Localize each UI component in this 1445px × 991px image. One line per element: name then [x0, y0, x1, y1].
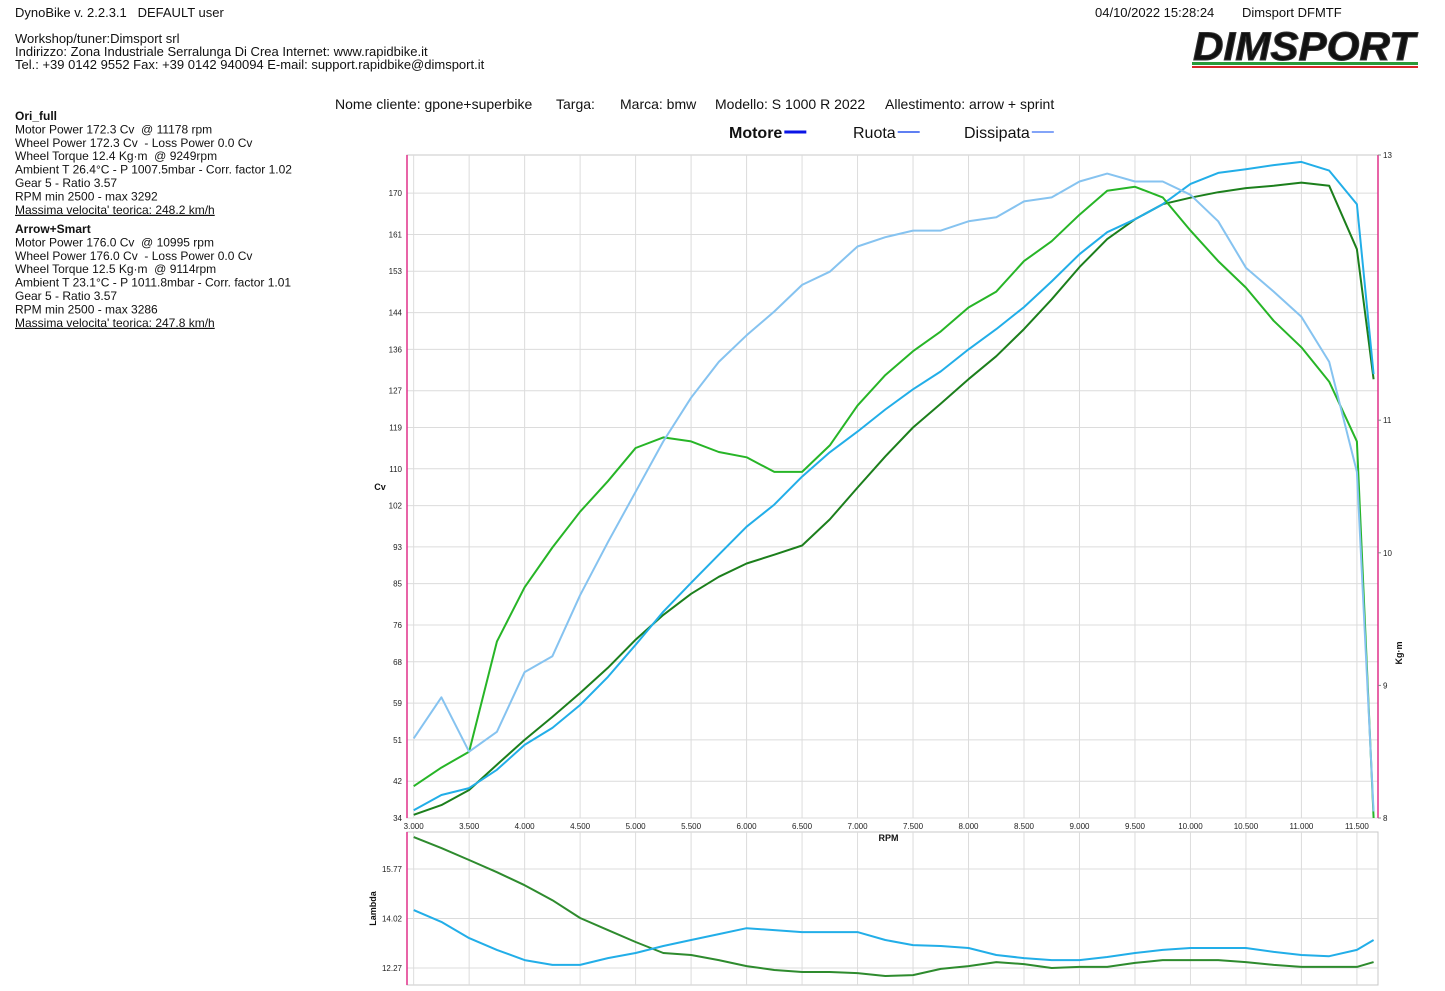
series-line — [413, 185, 1375, 819]
legend-label: Dissipata — [964, 125, 1030, 142]
run-title: Ori_full — [15, 109, 57, 123]
run-line: Wheel Power 176.0 Cv - Loss Power 0.0 Cv — [15, 249, 252, 263]
x-tick-label: 8.000 — [958, 822, 979, 831]
logo-stripe — [1192, 62, 1418, 65]
y-tick-label: 170 — [389, 189, 403, 198]
y-tick-label: 136 — [389, 345, 403, 354]
workshop-line: Indirizzo: Zona Industriale Serralunga D… — [15, 44, 428, 59]
logo-text: DIMSPORT — [1193, 25, 1419, 69]
run-line: Massima velocita' teorica: 247.8 km/h — [15, 316, 215, 330]
run-line: RPM min 2500 - max 3286 — [15, 302, 158, 316]
run-line: Wheel Power 172.3 Cv - Loss Power 0.0 Cv — [15, 136, 252, 150]
y-axis-label: Cv — [374, 482, 386, 492]
run-line: Massima velocita' teorica: 248.2 km/h — [15, 203, 215, 217]
series-line — [413, 181, 1375, 816]
y-tick-label: 42 — [393, 777, 402, 786]
run-line: RPM min 2500 - max 3292 — [15, 189, 158, 203]
customer-field: Allestimento: arrow + sprint — [885, 96, 1054, 112]
y-tick-label: 59 — [393, 699, 402, 708]
x-tick-label: 3.000 — [404, 822, 425, 831]
legend-label: Motore — [729, 125, 782, 142]
y-tick-label: 127 — [389, 387, 403, 396]
run-title: Arrow+Smart — [15, 222, 91, 236]
y-tick-label: 51 — [393, 736, 402, 745]
y2-tick-label: 9 — [1383, 681, 1388, 690]
y-tick-label: 68 — [393, 658, 402, 667]
series-line — [413, 160, 1375, 812]
customer-field: Nome cliente: gpone+superbike — [335, 96, 533, 112]
x-tick-label: 10.500 — [1234, 822, 1259, 831]
y-tick-label: 34 — [393, 814, 402, 823]
logo-stripe — [1192, 66, 1418, 68]
x-tick-label: 7.000 — [848, 822, 869, 831]
run-line: Motor Power 176.0 Cv @ 10995 rpm — [15, 235, 214, 249]
workshop-line: Tel.: +39 0142 9552 Fax: +39 0142 940094… — [15, 57, 485, 72]
series-line — [413, 836, 1374, 977]
x-axis-label: RPM — [879, 833, 899, 843]
y-tick-label: 14.02 — [382, 915, 403, 924]
x-tick-label: 3.500 — [459, 822, 480, 831]
y-tick-label: 15.77 — [382, 865, 403, 874]
y2-tick-label: 13 — [1383, 151, 1392, 160]
x-tick-label: 11.500 — [1345, 822, 1369, 831]
y2-axis-label: Kg·m — [1394, 642, 1404, 665]
legend-label: Ruota — [853, 125, 896, 142]
y-tick-label: 102 — [389, 502, 403, 511]
series-line — [413, 909, 1375, 966]
logo: DIMSPORT — [1192, 25, 1419, 70]
x-tick-label: 10.000 — [1178, 822, 1203, 831]
run-line: Ambient T 23.1°C - P 1011.8mbar - Corr. … — [15, 276, 291, 290]
x-tick-label: 5.500 — [681, 822, 702, 831]
y-axis-label: Lambda — [368, 890, 378, 926]
y-tick-label: 76 — [393, 621, 402, 630]
y-tick-label: 110 — [389, 465, 402, 474]
y2-tick-label: 10 — [1383, 549, 1392, 558]
run-line: Wheel Torque 12.5 Kg·m @ 9114rpm — [15, 262, 216, 276]
y-tick-label: 119 — [389, 423, 402, 432]
y-tick-label: 161 — [389, 230, 403, 239]
plot-frame — [406, 154, 1379, 819]
run-line: Motor Power 172.3 Cv @ 11178 rpm — [15, 122, 212, 136]
y-tick-label: 153 — [389, 267, 403, 276]
app-title: DynoBike v. 2.2.3.1 DEFAULT user — [15, 5, 224, 20]
x-tick-label: 11.000 — [1289, 822, 1313, 831]
station: Dimsport DFMTF — [1242, 5, 1342, 20]
customer-field: Modello: S 1000 R 2022 — [715, 96, 865, 112]
y2-tick-label: 11 — [1383, 416, 1392, 425]
datetime: 04/10/2022 15:28:24 — [1095, 5, 1214, 20]
x-tick-label: 5.000 — [626, 822, 647, 831]
run-line: Ambient T 26.4°C - P 1007.5mbar - Corr. … — [15, 163, 292, 177]
customer-field: Targa: — [556, 96, 595, 112]
y-tick-label: 93 — [393, 543, 402, 552]
y-tick-label: 85 — [393, 580, 402, 589]
run-line: Gear 5 - Ratio 3.57 — [15, 176, 117, 190]
series-line — [412, 172, 1375, 812]
customer-field: Marca: bmw — [620, 96, 697, 112]
y-tick-label: 12.27 — [382, 964, 403, 973]
y2-tick-label: 8 — [1383, 814, 1388, 823]
y-tick-label: 144 — [389, 309, 403, 318]
x-tick-label: 9.500 — [1125, 822, 1146, 831]
x-tick-label: 4.500 — [570, 822, 591, 831]
workshop-line: Workshop/tuner:Dimsport srl — [15, 31, 180, 46]
x-tick-label: 9.000 — [1069, 822, 1090, 831]
x-tick-label: 4.000 — [515, 822, 536, 831]
x-tick-label: 8.500 — [1014, 822, 1035, 831]
x-tick-label: 6.500 — [792, 822, 813, 831]
x-tick-label: 6.000 — [737, 822, 758, 831]
run-line: Gear 5 - Ratio 3.57 — [15, 289, 117, 303]
x-tick-label: 7.500 — [903, 822, 924, 831]
run-line: Wheel Torque 12.4 Kg·m @ 9249rpm — [15, 149, 217, 163]
